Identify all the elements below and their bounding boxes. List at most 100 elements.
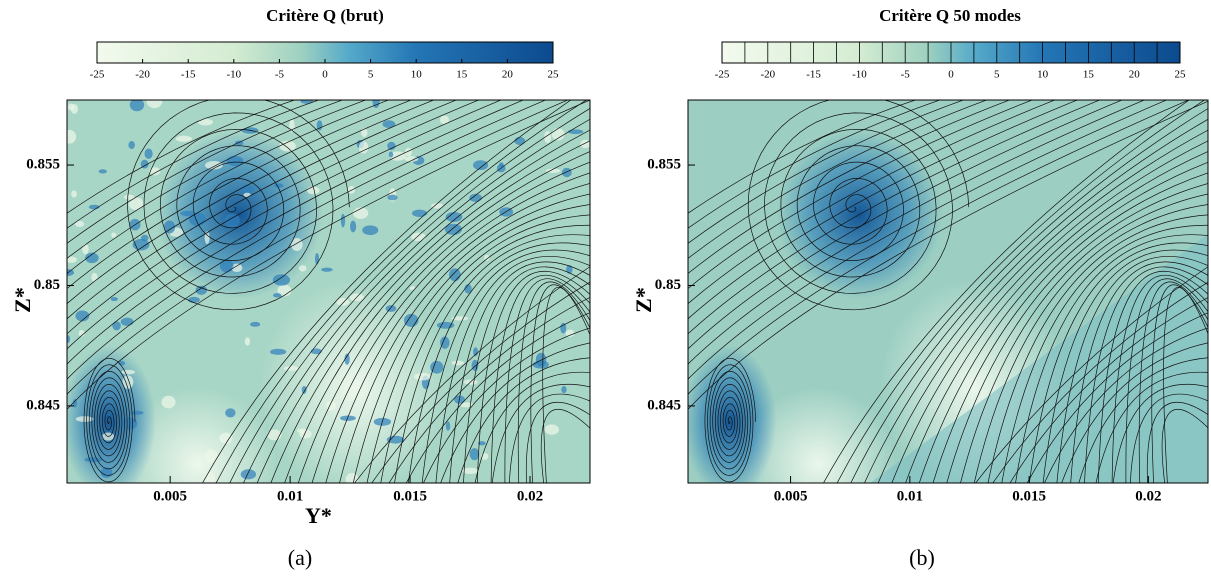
noise-patch — [111, 232, 117, 238]
streamline — [823, 100, 1190, 483]
streamline — [688, 100, 965, 244]
streamline — [352, 204, 590, 483]
streamline — [688, 100, 1208, 410]
noise-patch — [291, 237, 303, 251]
noise-patch — [82, 243, 89, 255]
noise-patch — [385, 305, 397, 312]
noise-patch — [440, 336, 450, 349]
streamline — [836, 100, 1206, 483]
streamline — [1026, 312, 1208, 483]
noise-patch — [123, 194, 135, 200]
colorbar-tick-label: 10 — [411, 69, 423, 81]
streamline — [457, 357, 590, 483]
streamline — [1161, 408, 1208, 483]
streamline — [542, 286, 590, 483]
streamline — [1112, 383, 1208, 483]
noise-patch — [544, 424, 559, 435]
noise-patch — [461, 467, 479, 474]
streamline — [67, 100, 413, 290]
streamline — [67, 100, 296, 214]
streamline — [987, 214, 1208, 483]
streamline — [850, 108, 1208, 483]
noise-patch — [448, 268, 461, 282]
colorbar-tick-label: -5 — [901, 69, 911, 81]
colorbar-tick-label: -10 — [226, 69, 241, 81]
streamline — [388, 297, 590, 483]
streamline — [688, 100, 1123, 350]
noise-patch — [439, 115, 450, 125]
streamline — [1015, 234, 1208, 483]
noise-patch — [120, 317, 134, 326]
streamline — [975, 266, 1208, 483]
plot-frame — [687, 99, 1209, 484]
streamline — [67, 100, 367, 259]
noise-patch — [272, 274, 291, 286]
y-tick-label: 0.855 — [647, 156, 681, 172]
noise-patch — [132, 238, 150, 251]
noise-patch — [473, 160, 489, 170]
colorbar-tick-label: 25 — [1175, 69, 1187, 81]
streamline — [229, 108, 590, 483]
noise-patch — [75, 310, 90, 322]
streamline — [688, 100, 917, 214]
streamline — [67, 100, 390, 274]
noise-patch — [477, 441, 486, 446]
colorbar-tick-label: 0 — [948, 69, 954, 81]
plot-frame — [66, 99, 591, 484]
streamline — [891, 140, 1208, 483]
colorbar-tick-label: 20 — [502, 69, 514, 81]
streamline — [688, 100, 1079, 320]
noise-patch — [362, 225, 379, 236]
streamline — [371, 281, 590, 483]
colorbar-tick-label: -5 — [275, 69, 285, 81]
colorbar-tick-label: 15 — [1083, 69, 1095, 81]
vortex-core — [67, 345, 156, 483]
streamline — [67, 100, 320, 229]
streamline — [477, 271, 590, 483]
streamline — [864, 118, 1208, 483]
streamline — [1070, 261, 1208, 483]
noise-patch — [225, 408, 236, 418]
colorbar-tick-label: 10 — [1037, 69, 1049, 81]
streamline — [491, 383, 590, 483]
noise-patch — [414, 372, 431, 381]
noise-patch — [545, 168, 561, 173]
x-tick-label: 0.02 — [517, 488, 543, 504]
noise-patch — [195, 285, 208, 295]
streamline — [946, 183, 1208, 483]
noise-patch — [67, 129, 77, 144]
streamline — [215, 100, 588, 483]
noise-patch — [310, 348, 322, 355]
streamline — [1029, 242, 1208, 483]
streamline — [688, 100, 1056, 305]
streamline — [1042, 249, 1208, 483]
noise-patch — [243, 192, 251, 198]
noise-patch — [445, 421, 451, 431]
streamline — [202, 100, 572, 483]
noise-patch — [551, 128, 565, 141]
streamline — [905, 151, 1208, 483]
noise-patch — [121, 369, 136, 375]
noise-patch — [130, 410, 144, 415]
streamline — [1001, 224, 1208, 483]
noise-patch — [128, 141, 135, 150]
colorbar-tick-label: -20 — [135, 69, 150, 81]
streamline — [688, 100, 1011, 274]
streamline — [918, 161, 1208, 483]
streamline — [270, 140, 590, 483]
noise-patch — [144, 148, 153, 159]
streamline — [1084, 266, 1208, 483]
noise-patch — [410, 286, 416, 291]
noise-patch — [98, 169, 107, 174]
streamline — [325, 183, 590, 483]
noise-patch — [464, 284, 472, 294]
colorbar-tick-label: -15 — [806, 69, 821, 81]
streamline — [517, 281, 590, 483]
streamline — [354, 266, 590, 483]
noise-patch — [561, 167, 572, 178]
streamline — [540, 408, 590, 483]
noise-patch — [231, 263, 243, 273]
streamline — [339, 193, 590, 483]
noise-patch — [387, 141, 396, 151]
x-tick-label: 0.01 — [277, 488, 303, 504]
